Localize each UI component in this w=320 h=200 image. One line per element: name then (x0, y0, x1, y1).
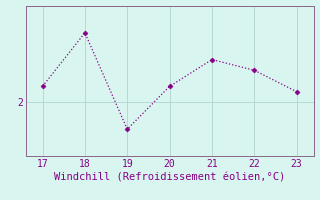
X-axis label: Windchill (Refroidissement éolien,°C): Windchill (Refroidissement éolien,°C) (54, 173, 285, 183)
